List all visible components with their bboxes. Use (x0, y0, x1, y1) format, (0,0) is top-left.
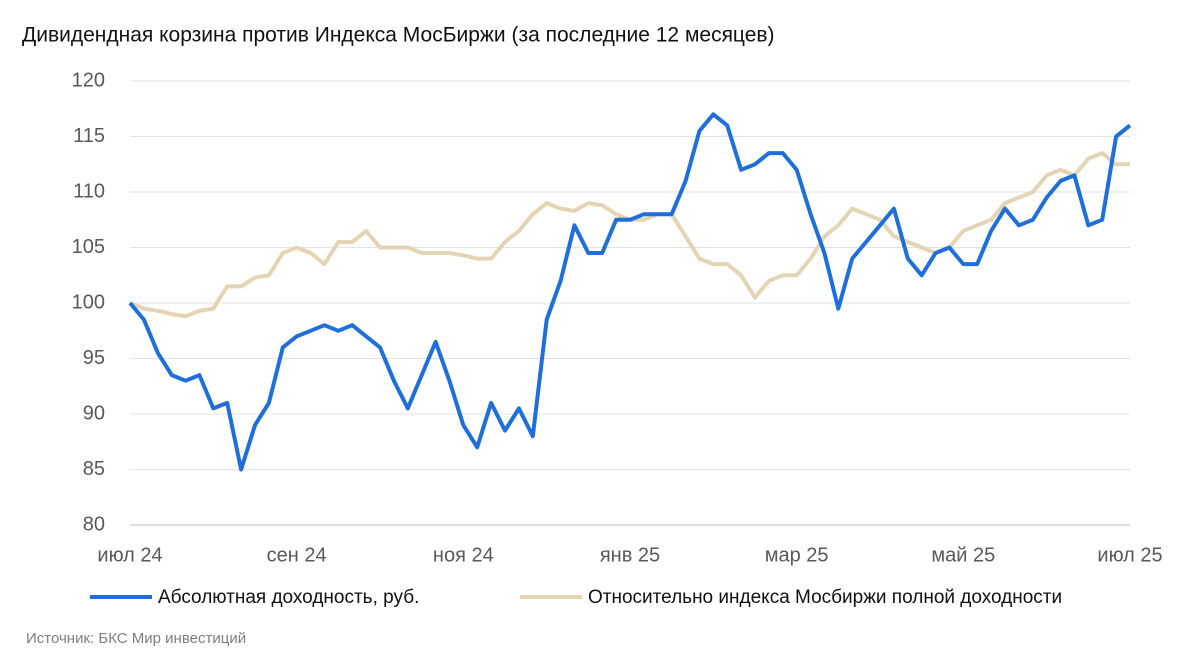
legend-label: Относительно индекса Мосбиржи полной дох… (588, 587, 1062, 608)
y-tick-label: 80 (83, 513, 105, 535)
y-tick-label: 85 (83, 458, 105, 480)
y-tick-label: 120 (72, 69, 105, 91)
source: Источник: БКС Мир инвестиций (26, 630, 246, 647)
y-tick-label: 100 (72, 291, 105, 313)
x-tick-label: ноя 24 (433, 544, 494, 566)
x-tick-label: сен 24 (267, 544, 327, 566)
line (129, 151, 1130, 319)
legend-label: Абсолютная доходность, руб. (158, 587, 419, 608)
y-tick-label: 105 (72, 236, 105, 258)
x-tick-label: янв 25 (600, 544, 660, 566)
y-tick-label: 90 (83, 402, 105, 424)
x-tick-label: июл 24 (97, 544, 162, 566)
y-tick-label: 115 (73, 125, 105, 147)
chart-title: Дивидендная корзина против Индекса МосБи… (22, 24, 775, 47)
y-tick-label: 110 (73, 180, 105, 202)
x-tick-label: май 25 (931, 544, 995, 566)
line (128, 112, 1132, 472)
x-tick-label: мар 25 (765, 544, 829, 566)
x-tick-label: июл 25 (1097, 544, 1162, 566)
y-tick-label: 95 (83, 347, 105, 369)
